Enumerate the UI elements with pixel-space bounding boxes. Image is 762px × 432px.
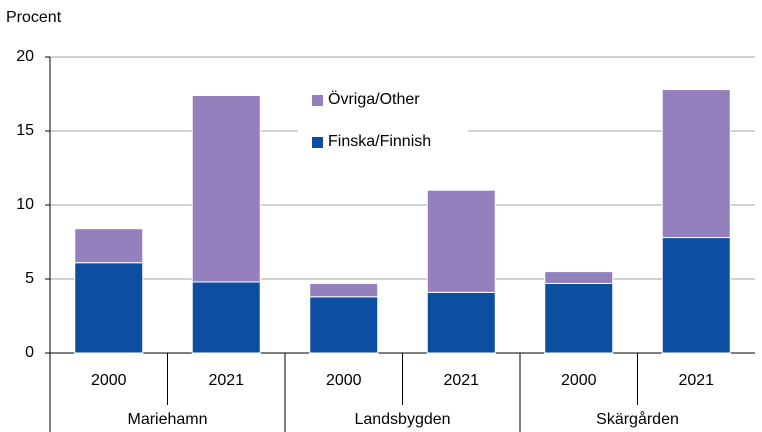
bar-segment xyxy=(74,228,144,264)
bar-segment xyxy=(191,281,261,354)
legend-label: Finska/Finnish xyxy=(328,133,431,150)
y-axis-label: Procent xyxy=(6,9,62,26)
bar-segment xyxy=(426,189,496,293)
y-tick-label: 0 xyxy=(25,344,34,361)
x-tick-label: 2000 xyxy=(561,372,597,389)
legend-background xyxy=(298,82,468,162)
bar-segment xyxy=(661,237,731,354)
bar-segment xyxy=(74,262,144,354)
x-tick-label: 2000 xyxy=(91,372,127,389)
bar-segment xyxy=(544,271,614,284)
group-label: Mariehamn xyxy=(127,411,207,428)
bar-segment xyxy=(191,94,261,283)
y-tick-label: 10 xyxy=(16,196,34,213)
bar-segment xyxy=(309,296,379,354)
legend-swatch xyxy=(312,95,323,106)
x-tick-label: 2021 xyxy=(443,372,479,389)
bar-segment xyxy=(309,282,379,298)
group-label: Landsbygden xyxy=(354,411,450,428)
legend-swatch xyxy=(312,137,323,148)
x-tick-label: 2000 xyxy=(326,372,362,389)
x-tick-label: 2021 xyxy=(208,372,244,389)
x-tick-label: 2021 xyxy=(678,372,714,389)
bar-segment xyxy=(661,89,731,239)
y-tick-label: 20 xyxy=(16,48,34,65)
group-label: Skärgården xyxy=(596,410,679,428)
y-tick-label: 15 xyxy=(16,122,34,139)
bar-segment xyxy=(426,291,496,354)
legend-label: Övriga/Other xyxy=(328,90,420,108)
bar-segment xyxy=(544,282,614,354)
y-tick-label: 5 xyxy=(25,270,34,287)
